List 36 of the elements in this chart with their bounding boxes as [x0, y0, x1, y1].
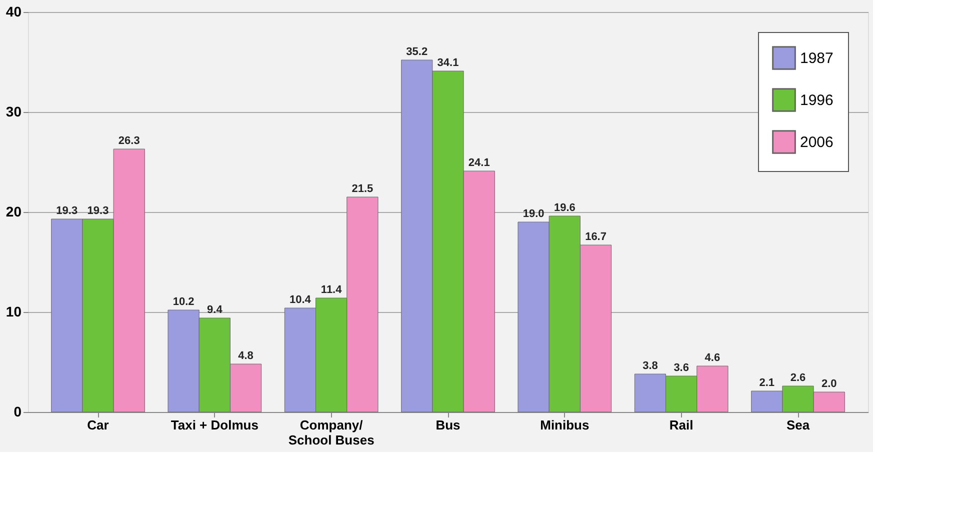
- text: 26.3: [118, 135, 140, 147]
- text: 2.6: [790, 372, 806, 384]
- x-tick-label: Bus: [436, 418, 460, 432]
- text: 19.6: [554, 202, 576, 214]
- legend-label: 2006: [800, 134, 834, 151]
- text: 10.2: [172, 296, 194, 308]
- text: 19.3: [87, 205, 109, 217]
- text: 2.0: [821, 378, 837, 390]
- text: 16.7: [585, 231, 606, 243]
- text: 4.6: [704, 352, 720, 364]
- x-tick-label: Company/ School Buses: [288, 418, 374, 448]
- text: 3.8: [642, 360, 658, 372]
- x-tick-label: Minibus: [540, 418, 590, 432]
- legend-label: 1996: [800, 92, 834, 109]
- legend-label: 1987: [800, 50, 834, 67]
- x-tick-label: Car: [87, 418, 109, 432]
- y-tick-label: 30: [6, 104, 22, 120]
- text: 34.1: [437, 57, 459, 69]
- text: 2.1: [759, 377, 775, 389]
- text: 24.1: [468, 157, 490, 169]
- text: 19.3: [56, 205, 78, 217]
- y-tick-label: 40: [6, 4, 22, 20]
- y-tick-label: 0: [14, 404, 22, 420]
- text: 21.5: [352, 183, 374, 195]
- text: 10.4: [290, 294, 311, 306]
- x-tick-label: Taxi + Dolmus: [170, 418, 258, 432]
- text: 9.4: [207, 304, 222, 316]
- text: 3.6: [674, 362, 689, 374]
- x-tick-label: Rail: [669, 418, 694, 432]
- text: 11.4: [320, 284, 342, 296]
- text: 4.8: [238, 350, 254, 362]
- text: 19.0: [522, 208, 544, 220]
- y-tick-label: 20: [6, 204, 22, 220]
- text: 35.2: [406, 46, 428, 58]
- y-tick-label: 10: [6, 304, 22, 320]
- x-tick-label: Sea: [786, 418, 810, 432]
